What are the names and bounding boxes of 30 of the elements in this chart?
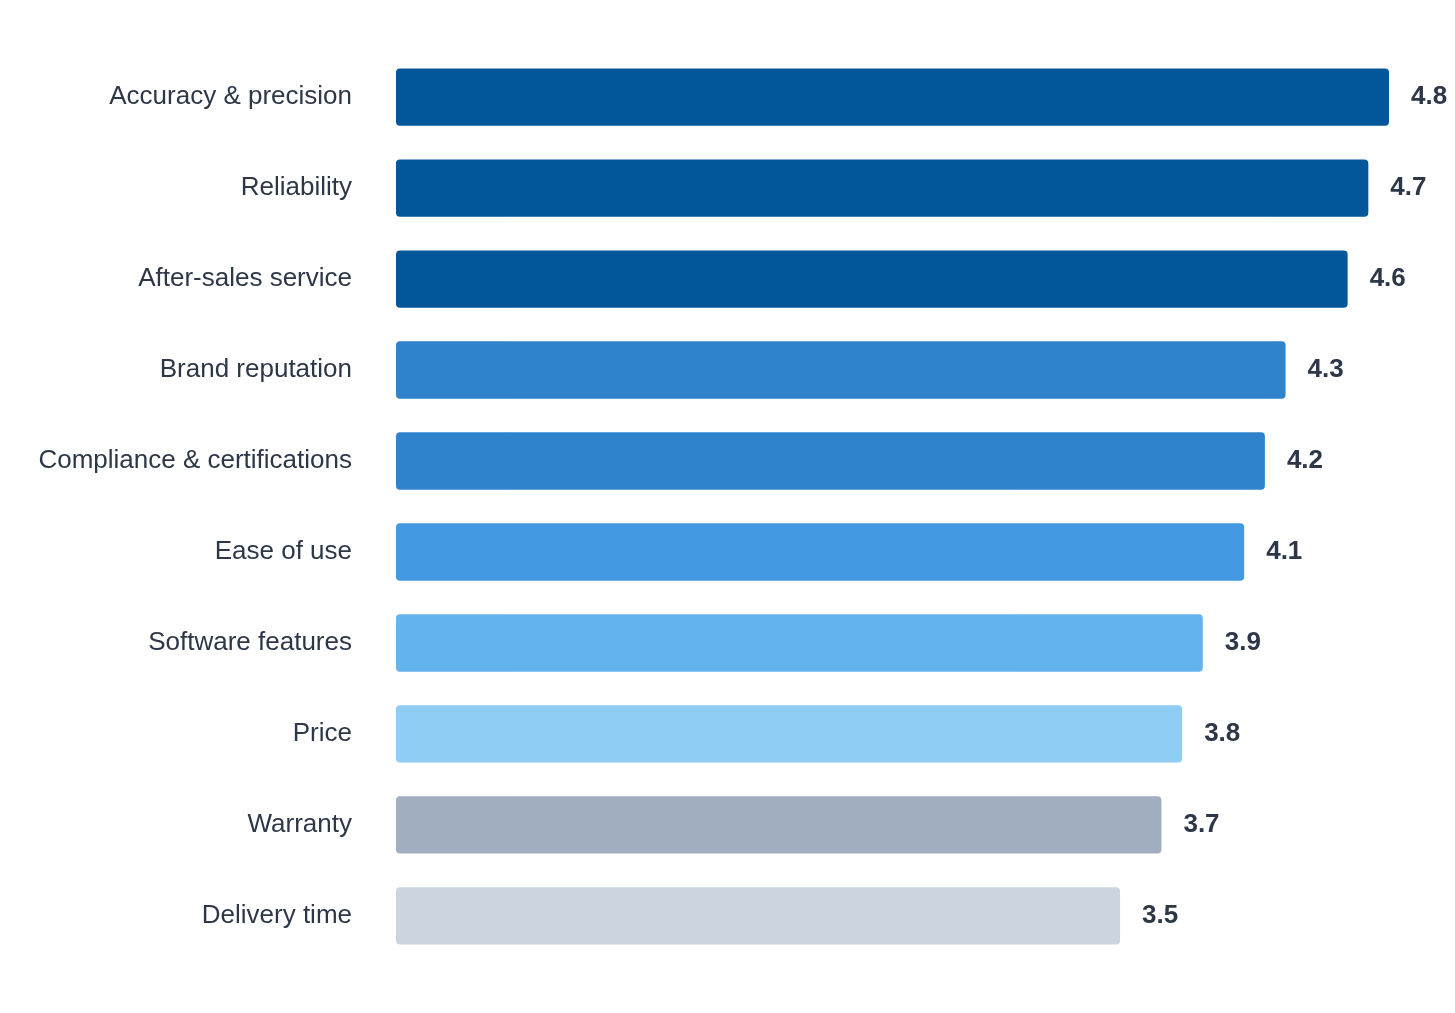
y-tick-label: Price	[292, 717, 352, 748]
data-label: 3.8	[1204, 717, 1241, 748]
data-label: 3.5	[1142, 899, 1179, 930]
data-label: 4.1	[1266, 535, 1303, 566]
bar	[396, 796, 1162, 854]
y-tick-label: After-sales service	[138, 262, 352, 293]
data-label: 4.3	[1307, 353, 1344, 384]
bar	[396, 887, 1121, 945]
data-label: 4.7	[1390, 171, 1427, 202]
y-tick-label: Accuracy & precision	[109, 80, 352, 111]
data-label: 4.8	[1411, 80, 1448, 111]
bar	[396, 341, 1286, 399]
y-tick-label: Compliance & certifications	[38, 444, 352, 475]
bar	[396, 68, 1389, 126]
data-label: 4.2	[1286, 444, 1324, 475]
bar	[396, 614, 1203, 672]
y-tick-label: Warranty	[247, 808, 352, 839]
data-label: 3.7	[1183, 808, 1220, 839]
bar	[396, 250, 1348, 308]
y-tick-label: Software features	[148, 626, 352, 657]
y-tick-label: Ease of use	[214, 535, 352, 566]
bar	[396, 159, 1369, 217]
bar	[396, 432, 1265, 490]
data-label: 4.6	[1369, 262, 1406, 293]
y-tick-label: Brand reputation	[159, 353, 352, 384]
data-label: 3.9	[1224, 626, 1261, 657]
y-tick-label: Delivery time	[201, 899, 352, 930]
y-tick-label: Reliability	[240, 171, 352, 202]
bar	[396, 705, 1183, 763]
bar	[396, 523, 1245, 581]
